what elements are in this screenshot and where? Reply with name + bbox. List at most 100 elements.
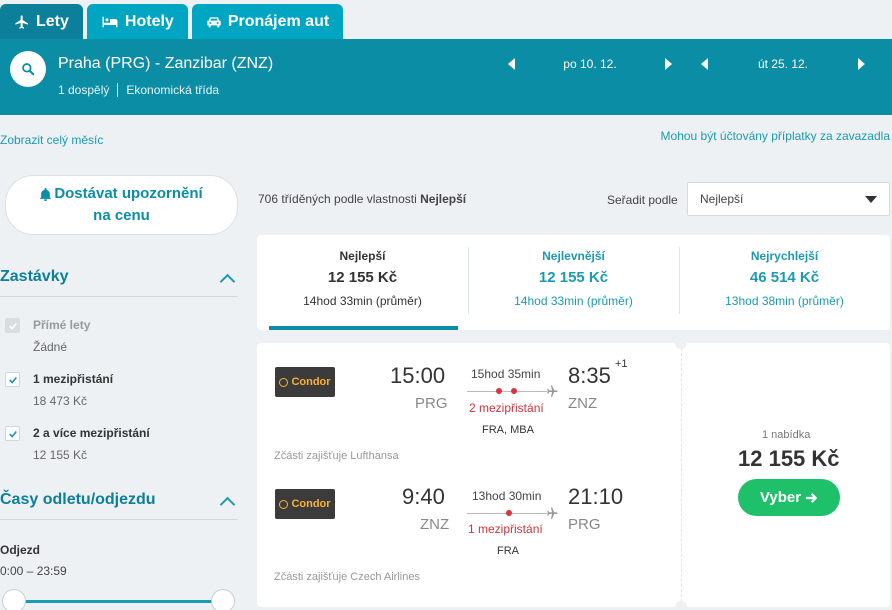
- sort-select-value: Nejlepší: [700, 192, 744, 206]
- check-icon: [8, 430, 17, 438]
- inbound-arrival-time: 21:10: [568, 484, 624, 509]
- inbound-duration: 13hod 30min: [472, 489, 542, 503]
- sort-tab-title: Nejlevnější: [542, 249, 605, 263]
- airline-logo: Condor: [275, 367, 335, 397]
- depart-date-nav: po 10. 12.: [508, 57, 672, 71]
- arrival-day-offset: +1: [615, 358, 628, 370]
- checkbox-two-plus-stops[interactable]: [5, 426, 20, 441]
- sort-tab-cheapest[interactable]: Nejlevnější 12 155 Kč 14hod 33min (průmě…: [468, 235, 679, 330]
- stop-dot: [506, 510, 512, 516]
- airline-logo: Condor: [275, 489, 335, 519]
- times-section-title[interactable]: Časy odletu/odjezdu: [0, 491, 156, 508]
- passengers-text: 1 dospělý: [58, 83, 110, 97]
- select-flight-button[interactable]: Vyber: [738, 479, 840, 516]
- condor-logo-icon: [279, 377, 289, 387]
- search-icon: [22, 63, 35, 76]
- departure-slider-max-handle[interactable]: [211, 589, 235, 610]
- tab-hotels[interactable]: Hotely: [86, 4, 188, 39]
- airline-name: Condor: [291, 376, 331, 388]
- offers-count: 1 nabídka: [762, 429, 811, 441]
- outbound-stops: 2 mezipřistání: [469, 401, 544, 415]
- product-tabs: Lety Hotely Pronájem aut: [0, 4, 344, 40]
- results-count: 706 tříděných podle vlastnosti Nejlepší: [258, 192, 466, 206]
- outbound-arrival-time: 8:35: [568, 363, 611, 388]
- car-icon: [207, 16, 221, 27]
- check-icon: [8, 376, 17, 384]
- stop-dot: [511, 388, 517, 394]
- next-return-date-button[interactable]: [858, 58, 865, 70]
- inbound-arrival-code: PRG: [568, 516, 601, 533]
- sort-tab-best[interactable]: Nejlepší 12 155 Kč 14hod 33min (průměr): [257, 235, 468, 330]
- outbound-departure-code: PRG: [415, 395, 448, 412]
- inbound-via: FRA: [497, 545, 519, 557]
- sort-tabs: Nejlepší 12 155 Kč 14hod 33min (průměr) …: [257, 235, 890, 330]
- bell-icon: [40, 187, 52, 201]
- inbound-departure-time: 9:40: [402, 484, 445, 509]
- inbound-stops: 1 mezipřistání: [468, 522, 543, 536]
- sort-tab-duration: 14hod 33min (průměr): [514, 294, 633, 308]
- tab-label: Lety: [36, 12, 69, 30]
- inbound-operated-by: Zčásti zajišťuje Czech Airlines: [274, 571, 420, 583]
- outbound-duration: 15hod 35min: [471, 367, 541, 381]
- next-depart-date-button[interactable]: [665, 58, 672, 70]
- search-button[interactable]: [10, 51, 46, 87]
- return-date[interactable]: út 25. 12.: [757, 57, 809, 71]
- departure-slider-track[interactable]: [14, 600, 222, 603]
- outbound-operated-by: Zčásti zajišťuje Lufthansa: [274, 450, 399, 462]
- outbound-arrival-code: ZNZ: [568, 395, 598, 412]
- plane-icon: [15, 14, 28, 29]
- sort-tab-duration: 14hod 33min (průměr): [303, 294, 422, 308]
- results-count-text: 706 tříděných podle vlastnosti: [258, 192, 417, 206]
- tab-label: Hotely: [124, 12, 174, 30]
- filter-price: 12 155 Kč: [33, 448, 88, 462]
- chevron-up-icon[interactable]: [219, 273, 236, 290]
- search-details[interactable]: 1 dospělý Ekonomická třída: [58, 83, 219, 97]
- results-sort-name: Nejlepší: [420, 192, 467, 206]
- card-notch: [675, 343, 687, 349]
- filter-one-stop[interactable]: 1 mezipřistání 18 473 Kč: [5, 372, 113, 408]
- filter-two-plus-stops[interactable]: 2 a více mezipřistání 12 155 Kč: [5, 426, 150, 462]
- departure-slider-min-handle[interactable]: [2, 589, 26, 610]
- route-text[interactable]: Praha (PRG) - Zanzibar (ZNZ): [58, 55, 274, 72]
- baggage-fees-link[interactable]: Mohou být účtovány příplatky za zavazadl…: [660, 129, 890, 143]
- outbound-via: FRA, MBA: [482, 424, 534, 436]
- select-flight-label: Vyber: [759, 489, 802, 506]
- sort-select[interactable]: Nejlepší: [687, 182, 890, 216]
- depart-date[interactable]: po 10. 12.: [563, 57, 617, 71]
- filter-price: Žádné: [33, 340, 68, 354]
- filter-label: 1 mezipřistání: [33, 372, 114, 386]
- departure-label: Odjezd: [0, 543, 41, 557]
- sort-label: Seřadit podle: [607, 193, 678, 207]
- prev-return-date-button[interactable]: [701, 58, 708, 70]
- chevron-up-icon[interactable]: [219, 496, 236, 513]
- cabin-text: Ekonomická třída: [126, 83, 220, 97]
- card-notch: [675, 601, 687, 607]
- checkbox-nonstop[interactable]: [5, 318, 20, 333]
- alert-line1: Dostávat upozornění: [54, 185, 203, 202]
- sort-tab-title: Nejlepší: [339, 249, 386, 263]
- sort-tab-price: 46 514 Kč: [749, 269, 820, 286]
- alert-line2: na cenu: [93, 207, 150, 224]
- tab-car-rental[interactable]: Pronájem aut: [191, 4, 344, 39]
- price-alert-button[interactable]: Dostávat upozornění na cenu: [5, 175, 238, 235]
- sort-tab-fastest[interactable]: Nejrychlejší 46 514 Kč 13hod 38min (prům…: [679, 235, 890, 330]
- search-summary-bar: Praha (PRG) - Zanzibar (ZNZ) 1 dospělý E…: [0, 39, 892, 115]
- tab-label: Pronájem aut: [227, 12, 330, 30]
- plane-icon: [547, 385, 558, 397]
- condor-logo-icon: [279, 499, 289, 509]
- filter-label: Přímé lety: [33, 318, 91, 332]
- stops-section-title[interactable]: Zastávky: [0, 268, 69, 285]
- divider: [0, 519, 238, 520]
- sort-tab-price: 12 155 Kč: [327, 269, 398, 286]
- prev-depart-date-button[interactable]: [508, 58, 515, 70]
- airline-name: Condor: [291, 498, 331, 510]
- checkbox-one-stop[interactable]: [5, 372, 20, 387]
- stop-dot: [496, 388, 502, 394]
- filter-nonstop[interactable]: Přímé lety Žádné: [5, 318, 90, 354]
- arrow-right-icon: [805, 492, 818, 503]
- inbound-departure-code: ZNZ: [420, 516, 450, 533]
- tab-flights[interactable]: Lety: [0, 4, 83, 39]
- whole-month-link[interactable]: Zobrazit celý měsíc: [0, 133, 104, 147]
- check-icon: [8, 322, 17, 330]
- result-card[interactable]: Condor 15:00 PRG 15hod 35min 2 mezipřist…: [257, 343, 890, 607]
